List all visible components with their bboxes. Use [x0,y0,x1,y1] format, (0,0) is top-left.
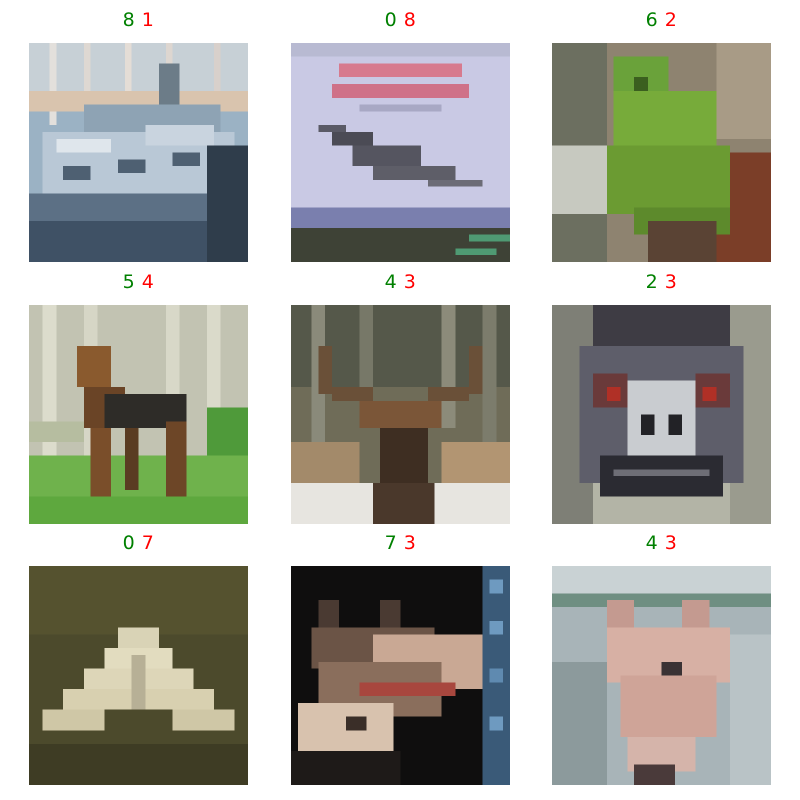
predicted-label: 8 [404,9,417,31]
true-label: 0 [385,9,398,31]
sample-image-stealth-plane [29,566,248,785]
true-label: 5 [123,271,136,293]
sample-image-deer-pink [552,566,771,785]
predicted-label: 3 [665,271,678,293]
predicted-label: 3 [404,271,417,293]
cell-label: 0 8 [291,8,510,32]
cell-label: 7 3 [291,531,510,555]
sample-image-horse [291,566,510,785]
true-label: 8 [123,9,136,31]
grid-cell-9: 4 3 [552,523,771,763]
cell-label: 8 1 [29,8,248,32]
predicted-label: 3 [665,532,678,554]
sample-image-emu-face [552,305,771,524]
true-label: 6 [646,9,659,31]
grid-cell-6: 2 3 [552,262,771,502]
predicted-label: 1 [142,9,155,31]
sample-image-boat [29,43,248,262]
grid-cell-8: 7 3 [291,523,510,763]
true-label: 4 [646,532,659,554]
cell-label: 4 3 [552,531,771,555]
cell-label: 5 4 [29,270,248,294]
true-label: 2 [646,271,659,293]
predicted-label: 4 [142,271,155,293]
true-label: 0 [123,532,136,554]
grid-cell-2: 0 8 [291,0,510,240]
sample-image-airplane-poster [291,43,510,262]
predicted-label: 3 [404,532,417,554]
sample-image-deer [291,305,510,524]
grid-cell-7: 0 7 [29,523,248,763]
sample-image-frog [552,43,771,262]
cell-label: 4 3 [291,270,510,294]
grid-cell-5: 4 3 [291,262,510,502]
cell-label: 6 2 [552,8,771,32]
grid-cell-1: 8 1 [29,0,248,240]
cell-label: 0 7 [29,531,248,555]
cell-label: 2 3 [552,270,771,294]
true-label: 7 [385,532,398,554]
grid-cell-4: 5 4 [29,262,248,502]
true-label: 4 [385,271,398,293]
grid-cell-3: 6 2 [552,0,771,240]
predicted-label: 7 [142,532,155,554]
predicted-label: 2 [665,9,678,31]
sample-image-dog [29,305,248,524]
